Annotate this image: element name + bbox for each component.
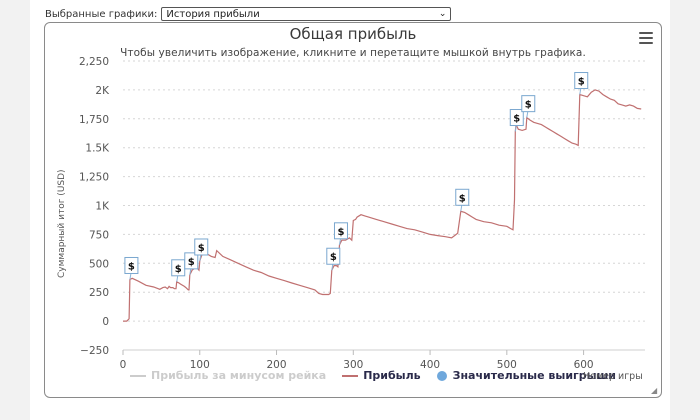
x-tick-label: 500: [497, 359, 517, 371]
chart-legend: Прибыль за минусом рейка Прибыль Значите…: [130, 369, 632, 382]
y-tick-label: −250: [80, 345, 109, 357]
big-win-flag-pole: [189, 268, 192, 275]
big-win-flag: [194, 238, 209, 256]
y-tick-label: 1,750: [79, 114, 109, 126]
x-axis-title: Номер игры: [583, 371, 643, 382]
big-win-flag-pole: [338, 238, 341, 245]
big-win-flag-label: $: [337, 227, 344, 238]
big-win-flag-label: $: [525, 100, 532, 111]
big-win-flag: [124, 256, 139, 274]
chart-subtitle: Чтобы увеличить изображение, кликните и …: [120, 47, 586, 59]
big-win-flag-pole: [514, 125, 517, 132]
legend-label-profit: Прибыль: [363, 369, 421, 382]
legend-dot-icon: [436, 370, 447, 381]
big-win-flag-label: $: [330, 252, 337, 263]
big-win-flag: [509, 109, 524, 127]
y-axis-title: Суммарный итог (USD): [57, 169, 67, 278]
big-win-flag: [333, 222, 348, 240]
legend-item-profit[interactable]: Прибыль: [342, 369, 421, 382]
chart-title: Общая прибыль: [289, 25, 417, 43]
chart-panel[interactable]: −250 0 250 500 750 1K 1,250 1.5K 1,750 2K 2,250 0 10…: [44, 22, 662, 398]
chart-svg[interactable]: −250 0 250 500 750 1K 1,250 1.5K 1,750 2K 2,250 0 10…: [45, 23, 663, 399]
y-tick-label: 0: [102, 316, 109, 328]
legend-line-icon: [130, 374, 146, 377]
big-win-flag: [184, 252, 199, 270]
legend-item-net-profit[interactable]: Прибыль за минусом рейка: [130, 369, 326, 382]
chart-selector-dropdown[interactable]: История прибыли ⌄: [161, 7, 452, 21]
big-win-flag-pole: [199, 254, 202, 262]
legend-line-icon: [342, 374, 359, 377]
x-tick-label: 600: [574, 359, 594, 371]
big-win-flag: [455, 188, 470, 206]
x-tick-label: 300: [343, 359, 363, 371]
x-tick-label: 0: [120, 359, 127, 371]
big-win-flag-pole: [460, 205, 463, 212]
y-tick-label: 500: [89, 258, 109, 270]
big-win-flag: [521, 95, 536, 113]
y-tick-label: 1K: [95, 201, 110, 213]
legend-label-big-wins: Значительные выигрыши: [452, 369, 616, 382]
big-win-flag: [574, 72, 589, 90]
big-win-flag-pole: [331, 264, 334, 271]
big-win-flag: [326, 247, 341, 265]
legend-item-big-wins[interactable]: Значительные выигрыши: [436, 369, 616, 382]
big-win-flag-label: $: [459, 193, 466, 204]
y-tick-label: 1.5K: [85, 143, 110, 155]
y-tick-label: 750: [89, 229, 109, 241]
x-tick-label: 200: [267, 359, 287, 371]
big-win-flag-label: $: [175, 264, 182, 275]
x-tick-label: 400: [420, 359, 440, 371]
profit-series-line: [123, 89, 642, 322]
big-win-flag-pole: [526, 111, 529, 118]
y-tick-label: 1,250: [79, 172, 109, 184]
big-win-flag-label: $: [513, 114, 520, 125]
y-tick-label: 2K: [95, 85, 110, 97]
legend-label-net-profit: Прибыль за минусом рейка: [151, 369, 327, 382]
big-win-flag-label: $: [198, 243, 205, 254]
big-win-flag-pole: [579, 88, 582, 95]
chevron-down-icon: ⌄: [438, 9, 447, 19]
y-tick-label: 250: [89, 287, 109, 299]
chart-selector-label: Выбранные графики:: [45, 8, 158, 20]
page: Выбранные графики: История прибыли ⌄ −25…: [30, 0, 670, 420]
x-tick-label: 100: [190, 359, 210, 371]
resize-grip-icon[interactable]: ◢: [651, 386, 658, 395]
big-win-flag-label: $: [578, 77, 585, 88]
y-tick-label: 2,250: [79, 56, 109, 68]
big-win-flag-pole: [176, 275, 179, 282]
big-win-flag-label: $: [188, 257, 195, 268]
big-win-flag-pole: [129, 273, 132, 280]
chart-selector-value: История прибыли: [166, 8, 260, 20]
hamburger-menu-icon[interactable]: [639, 32, 653, 44]
big-win-flag-label: $: [128, 261, 135, 272]
chart-selector-row: Выбранные графики: История прибыли ⌄: [45, 5, 452, 23]
